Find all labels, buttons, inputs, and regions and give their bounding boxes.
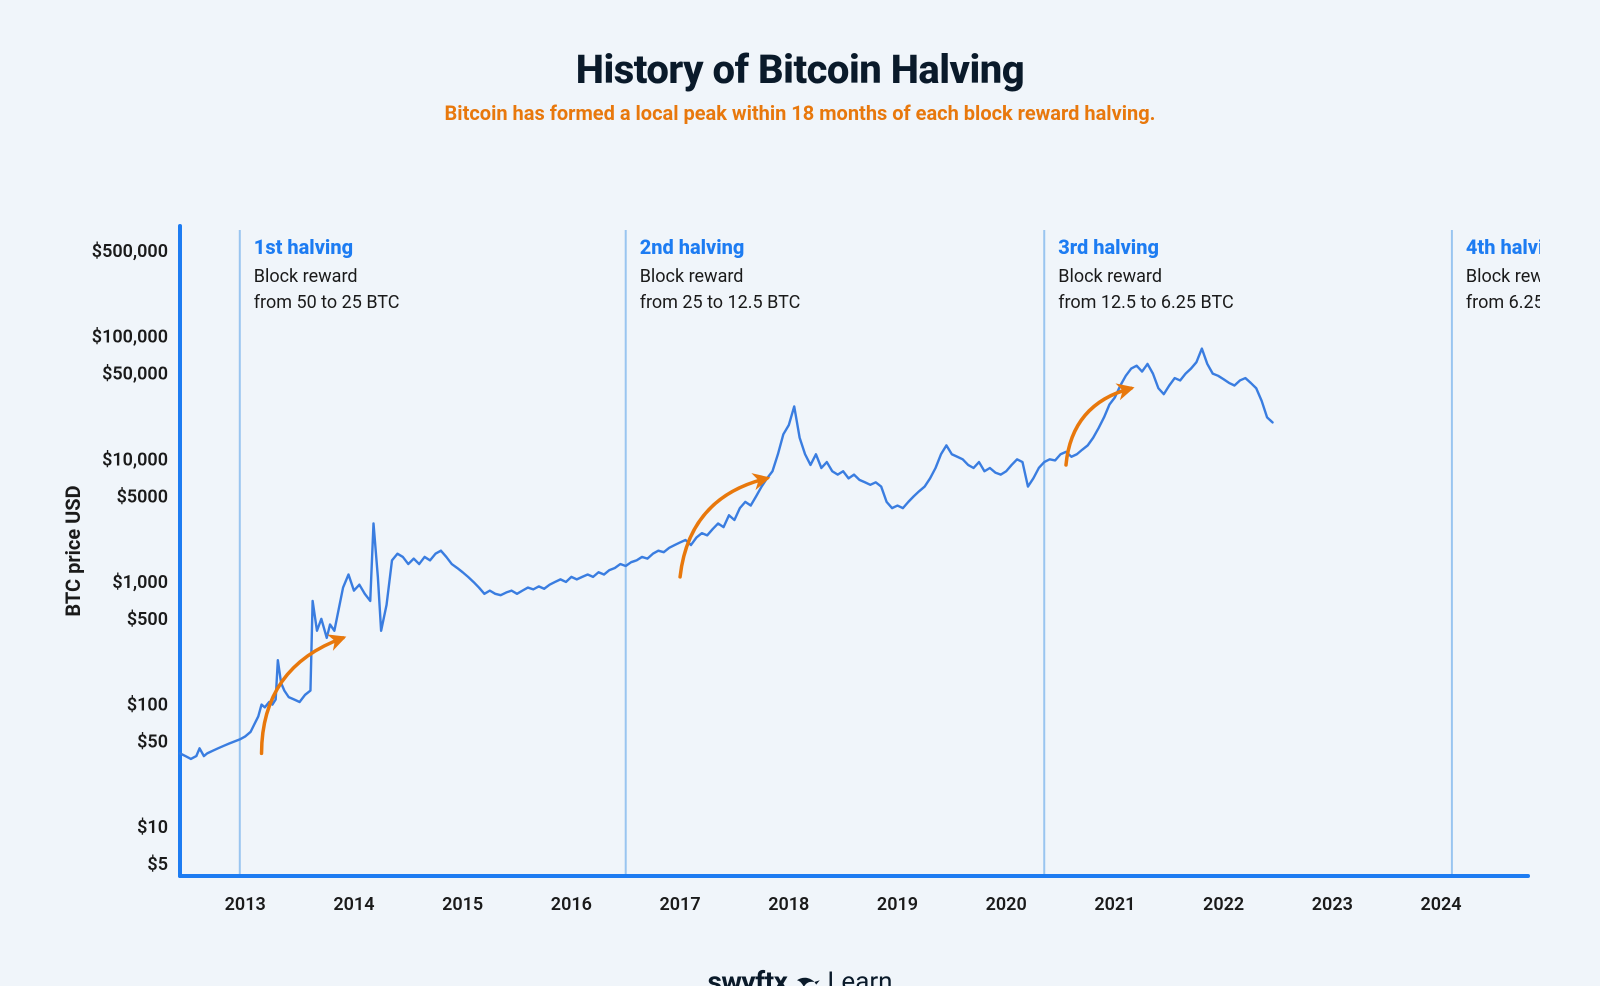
y-tick-label: $5000 bbox=[117, 486, 168, 507]
y-tick-label: $500,000 bbox=[92, 241, 168, 262]
x-tick-label: 2021 bbox=[1094, 894, 1135, 915]
halving-title: 3rd halving bbox=[1058, 235, 1159, 259]
bird-icon bbox=[793, 968, 821, 986]
price-chart-svg: $5 $10 $50 $100 $500 $1,000 $5000 $10,000 $50,00… bbox=[60, 216, 1540, 972]
y-tick-label: $500 bbox=[127, 609, 168, 630]
halving-title: 4th halving bbox=[1466, 235, 1540, 259]
brand-name: swyftx bbox=[707, 965, 787, 986]
y-tick-label: $10 bbox=[137, 817, 168, 838]
halving-sub-line: Block reward bbox=[254, 266, 358, 287]
y-axis-label: BTC price USD bbox=[61, 485, 85, 616]
y-tick-label: $100,000 bbox=[92, 327, 168, 348]
up-arrow bbox=[262, 638, 344, 754]
y-tick-label: $50 bbox=[137, 731, 168, 752]
y-tick-label: $5 bbox=[147, 854, 168, 875]
x-tick-label: 2018 bbox=[768, 894, 809, 915]
x-tick-label: 2013 bbox=[225, 894, 266, 915]
y-tick-label: $10,000 bbox=[102, 449, 168, 470]
chart-title: History of Bitcoin Halving bbox=[0, 46, 1600, 93]
brand-sub: Learn bbox=[827, 967, 892, 986]
chart-container: History of Bitcoin Halving Bitcoin has f… bbox=[0, 46, 1600, 986]
y-tick-label: $100 bbox=[127, 695, 168, 716]
halving-sub-line: Block reward bbox=[640, 266, 744, 287]
x-tick-label: 2022 bbox=[1203, 894, 1244, 915]
halving-sub-line: Block reward bbox=[1466, 266, 1540, 287]
x-tick-label: 2024 bbox=[1420, 894, 1461, 915]
x-tick-label: 2023 bbox=[1312, 894, 1353, 915]
x-tick-label: 2014 bbox=[333, 894, 374, 915]
halving-title: 1st halving bbox=[254, 235, 353, 259]
y-tick-label: $1,000 bbox=[112, 572, 168, 593]
halving-title: 2nd halving bbox=[640, 235, 745, 259]
x-tick-label: 2017 bbox=[659, 894, 700, 915]
x-tick-label: 2015 bbox=[442, 894, 483, 915]
halving-sub-line: Block reward bbox=[1058, 266, 1162, 287]
x-tick-label: 2019 bbox=[877, 894, 918, 915]
x-tick-label: 2016 bbox=[551, 894, 592, 915]
y-tick-label: $50,000 bbox=[102, 364, 168, 385]
halving-sub-line: from 6.25 to 3.125 BTC bbox=[1466, 292, 1540, 313]
halving-sub-line: from 12.5 to 6.25 BTC bbox=[1058, 292, 1233, 313]
chart-subtitle: Bitcoin has formed a local peak within 1… bbox=[0, 101, 1600, 125]
halving-sub-line: from 50 to 25 BTC bbox=[254, 292, 400, 313]
halving-sub-line: from 25 to 12.5 BTC bbox=[640, 292, 801, 313]
price-line bbox=[180, 349, 1273, 759]
chart-area: $5 $10 $50 $100 $500 $1,000 $5000 $10,000 $50,00… bbox=[60, 216, 1540, 972]
x-tick-label: 2020 bbox=[986, 894, 1027, 915]
brand-logo: swyftx Learn bbox=[707, 965, 892, 986]
